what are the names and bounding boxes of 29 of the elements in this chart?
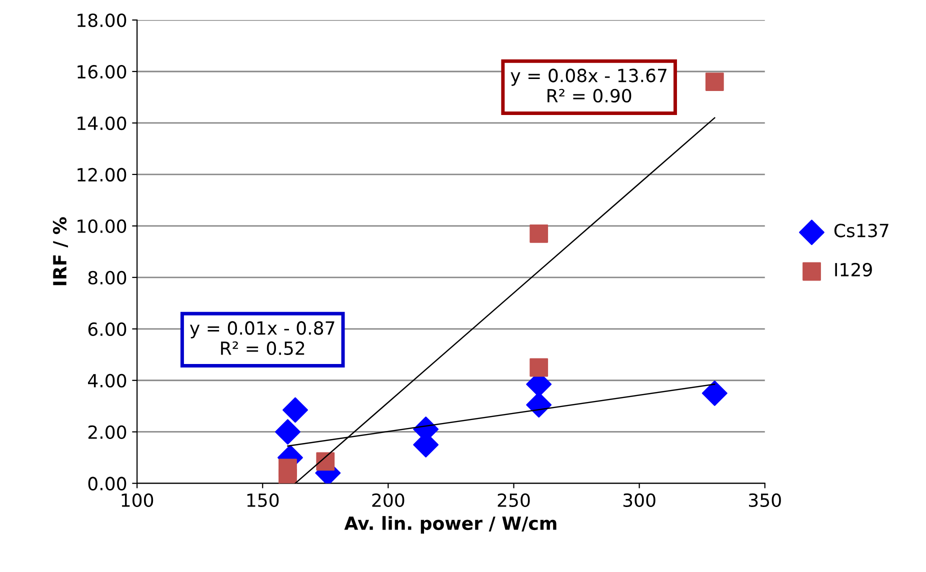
annotation: y = 0.01x - 0.87 R² = 0.52 bbox=[190, 321, 334, 356]
y-tick-label: 6.00 bbox=[88, 322, 126, 336]
point bbox=[702, 380, 728, 406]
x-tick-label: 350 bbox=[749, 493, 781, 508]
y-tick-label: 0.00 bbox=[88, 476, 126, 490]
y-tick-label: 12.00 bbox=[78, 168, 126, 182]
y-tick-label: 10.00 bbox=[78, 219, 126, 234]
x-axis-title: Av. lin. power / W/cm bbox=[344, 516, 556, 534]
point bbox=[282, 397, 308, 423]
x-tick-label: 150 bbox=[247, 493, 279, 508]
x-tick-label: 250 bbox=[498, 493, 530, 508]
point bbox=[275, 419, 300, 445]
legend-label: Cs137 bbox=[834, 224, 888, 238]
point bbox=[530, 224, 548, 243]
x-tick-label: 100 bbox=[122, 493, 154, 508]
point bbox=[316, 452, 335, 471]
x-tick-label: 200 bbox=[372, 493, 404, 508]
y-axis-title: IRF / % bbox=[52, 217, 68, 286]
legend-label: I129 bbox=[835, 262, 872, 276]
point bbox=[530, 358, 548, 377]
y-tick-label: 14.00 bbox=[78, 116, 126, 130]
y-tick-label: 8.00 bbox=[88, 270, 126, 285]
x-tick-label: 300 bbox=[623, 493, 656, 508]
y-tick-label: 16.00 bbox=[78, 64, 126, 79]
y-tick-label: 4.00 bbox=[88, 374, 126, 388]
annotation: y = 0.08x - 13.67 R² = 0.90 bbox=[510, 68, 666, 103]
y-tick-label: 18.00 bbox=[78, 13, 126, 28]
point bbox=[705, 72, 724, 91]
y-tick-label: 2.00 bbox=[88, 425, 126, 439]
